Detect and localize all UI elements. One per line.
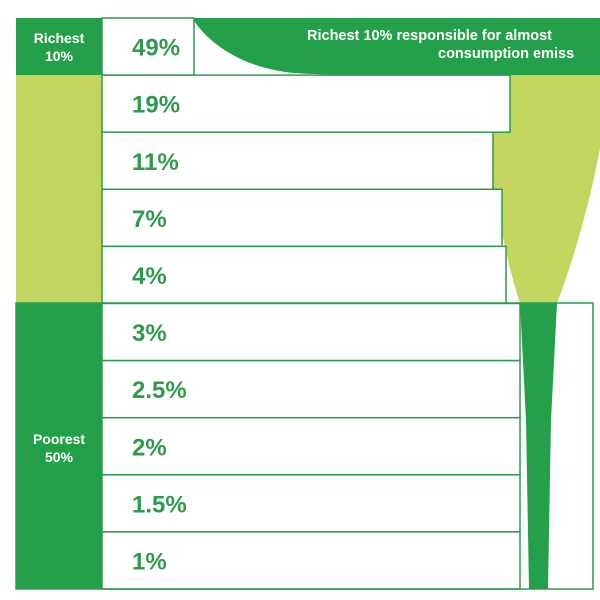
row-value-label: 1%: [132, 548, 167, 575]
annotation-line1: Richest 10% responsible for almost: [307, 28, 552, 44]
row-box: [101, 131, 494, 191]
middle-deciles-band: [16, 75, 102, 303]
row-value-label: 19%: [132, 92, 180, 119]
poorest-frame: [15, 302, 594, 590]
richest-funnel-top: [192, 18, 600, 75]
poorest-label-line1: Poorest: [33, 431, 85, 447]
richest-label-line2: 10%: [45, 48, 74, 64]
value-rows: 49% 19% 11% 7% 4% 3% 2.5% 2% 1.5% 1%: [101, 17, 521, 590]
row-box: [101, 17, 195, 76]
row-value-label: 3%: [132, 320, 167, 347]
row-box: [101, 359, 521, 419]
richest-label-line1: Richest: [34, 30, 85, 46]
row-value-label: 4%: [132, 263, 167, 290]
middle-funnel: [382, 75, 600, 303]
row-value-label: 2.5%: [132, 377, 187, 404]
poorest-50-band: [16, 303, 102, 589]
row-value-label: 1.5%: [132, 491, 187, 518]
row-box: [101, 188, 503, 248]
row-value-label: 11%: [132, 149, 179, 176]
richest-10-band: [16, 18, 102, 75]
row-value-label: 49%: [132, 35, 180, 62]
poorest-funnel-stem: [520, 303, 557, 589]
row-box: [101, 74, 511, 133]
row-value-label: 7%: [132, 206, 167, 233]
row-box: [101, 416, 521, 476]
poorest-label-line2: 50%: [45, 449, 74, 465]
row-box: [101, 531, 521, 590]
annotation-line2: consumption emiss: [438, 46, 574, 62]
row-value-label: 2%: [132, 434, 167, 461]
